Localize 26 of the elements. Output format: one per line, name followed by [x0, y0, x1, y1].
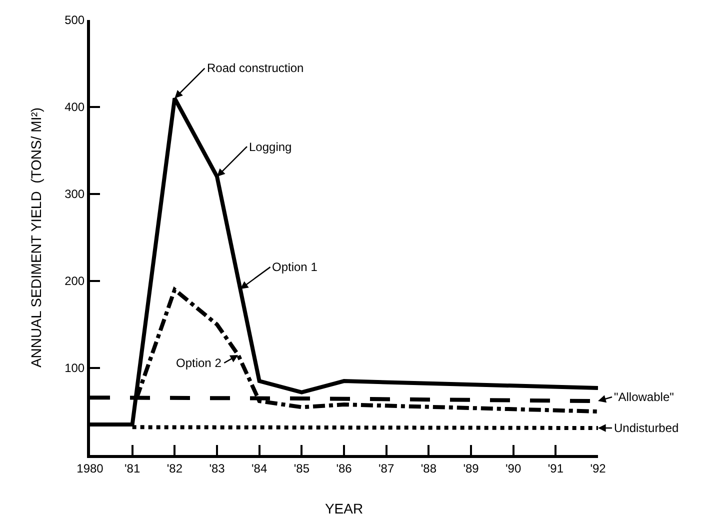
x-tick-label: '88 [420, 461, 437, 476]
y-axis-title: ANNUAL SEDIMENT YIELD (TONS/ MI²) [28, 107, 44, 368]
x-tick-label: '92 [590, 461, 606, 476]
x-axis-title: YEAR [324, 500, 364, 517]
y-tick-label: 200 [64, 274, 85, 288]
x-tick-label: '82 [166, 461, 183, 476]
y-tick-label: 100 [64, 361, 85, 376]
annotation: Logging [249, 140, 292, 154]
text: Option 1 [272, 260, 318, 274]
x-tick-label: '85 [294, 461, 310, 476]
legend-label: "Allowable" [614, 390, 674, 404]
y-tick-label: 400 [64, 100, 85, 114]
x-tick-label: '84 [252, 461, 268, 476]
x-tick-label: '89 [463, 461, 480, 476]
legend-label: Undisturbed [614, 421, 679, 435]
y-tick-label: 300 [64, 187, 85, 202]
x-tick-label: '91 [548, 461, 564, 476]
x-tick-label: '83 [209, 461, 226, 476]
x-tick-label: '86 [336, 461, 352, 476]
x-tick-label: '90 [506, 461, 522, 476]
y-tick-label: 500 [64, 13, 85, 28]
x-tick-label: '87 [378, 461, 394, 476]
annotation: Road construction [207, 61, 304, 75]
x-tick-label: 1980 [76, 461, 104, 476]
x-tick-label: '81 [124, 461, 140, 476]
series-label: Option 2 [176, 356, 222, 370]
